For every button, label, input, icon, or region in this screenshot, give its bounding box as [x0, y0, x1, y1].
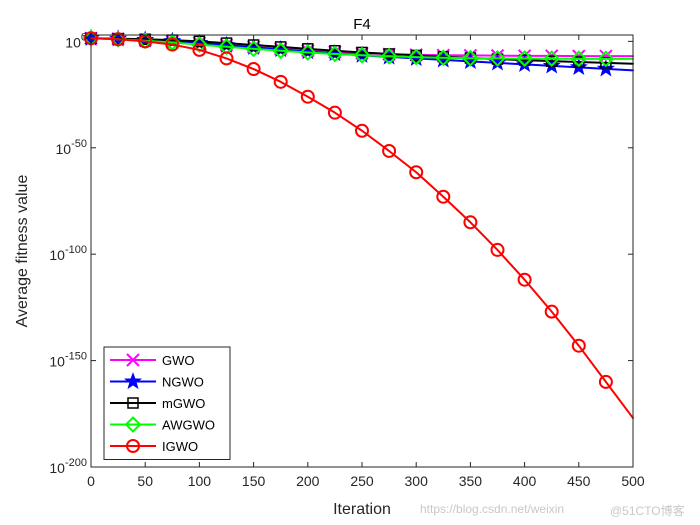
- x-tick-label: 250: [350, 473, 374, 489]
- data-point-awgwo: [353, 46, 371, 64]
- data-point-awgwo: [218, 38, 235, 56]
- data-point-awgwo: [570, 50, 588, 68]
- data-point-awgwo: [190, 36, 208, 53]
- data-point-awgwo: [516, 50, 534, 68]
- x-tick-label: 400: [513, 473, 537, 489]
- x-tick-label: 0: [87, 473, 95, 489]
- data-point-mgwo: [220, 37, 233, 49]
- legend-item-mgwo: mGWO: [110, 396, 205, 411]
- y-tick-label: 10-150: [49, 351, 87, 370]
- data-point-igwo: [544, 304, 559, 319]
- data-point-awgwo: [407, 48, 425, 66]
- x-tick-label: 500: [621, 473, 645, 489]
- legend-label-mgwo: mGWO: [162, 396, 205, 411]
- data-point-igwo: [571, 338, 586, 353]
- legend-marker-gwo: [126, 353, 140, 367]
- data-point-igwo: [436, 189, 451, 204]
- data-point-awgwo: [299, 44, 317, 61]
- watermark-blog-url: https://blog.csdn.net/weixin: [420, 502, 565, 516]
- data-point-igwo: [300, 89, 315, 104]
- x-axis-label: Iteration: [333, 501, 391, 518]
- data-point-awgwo: [489, 49, 506, 67]
- data-point-gwo: [572, 49, 586, 63]
- legend-marker-mgwo: [127, 397, 139, 409]
- legend-label-igwo: IGWO: [162, 439, 198, 454]
- legend-item-gwo: GWO: [110, 353, 195, 368]
- data-point-awgwo: [597, 50, 615, 68]
- data-point-igwo: [382, 143, 397, 158]
- chart-title: F4: [353, 16, 371, 33]
- data-point-awgwo: [434, 49, 452, 67]
- data-point-igwo: [463, 215, 478, 230]
- plot-frame: [90, 34, 634, 468]
- series-line-awgwo: [90, 37, 634, 60]
- x-tick-label: 200: [296, 473, 320, 489]
- watermark-site: @51CTO博客: [610, 504, 685, 518]
- x-tick-label: 300: [405, 473, 429, 489]
- legend-label-awgwo: AWGWO: [162, 418, 215, 433]
- data-point-igwo: [192, 42, 207, 57]
- data-point-igwo: [246, 62, 261, 77]
- y-tick-label: 100: [65, 31, 87, 50]
- series-igwo: [84, 31, 634, 420]
- data-point-igwo: [327, 105, 342, 120]
- data-point-igwo: [355, 123, 369, 138]
- y-tick-label: 10-100: [49, 244, 87, 263]
- x-tick-label: 450: [567, 473, 591, 489]
- tick-labels: 0 50 100 150 200 250 300 350 400 450 500 100 10-50 10…: [49, 31, 645, 489]
- data-point-igwo: [490, 242, 505, 257]
- data-point-awgwo: [272, 42, 290, 60]
- series-layer: [81, 28, 634, 420]
- data-point-igwo: [598, 374, 613, 389]
- x-tick-label: 50: [137, 473, 153, 489]
- data-point-gwo: [599, 49, 613, 63]
- legend-item-ngwo: NGWO: [110, 372, 204, 390]
- legend-marker-ngwo: [123, 372, 143, 390]
- legend-item-igwo: IGWO: [110, 439, 198, 454]
- x-tick-label: 350: [459, 473, 483, 489]
- data-point-igwo: [165, 37, 180, 52]
- data-point-awgwo: [380, 47, 398, 65]
- data-point-igwo: [111, 32, 126, 47]
- y-tick-label: 10-50: [56, 138, 87, 157]
- data-point-igwo: [409, 165, 424, 180]
- data-point-mgwo: [274, 41, 287, 53]
- legend-marker-awgwo: [124, 416, 142, 433]
- x-tick-label: 150: [242, 473, 266, 489]
- legend: GWO NGWO mGWO AWGWO IGWO: [103, 346, 231, 460]
- legend-item-awgwo: AWGWO: [110, 416, 215, 433]
- x-tick-label: 100: [188, 473, 212, 489]
- legend-marker-igwo: [126, 439, 140, 453]
- data-point-igwo: [219, 51, 234, 66]
- data-point-awgwo: [461, 49, 479, 67]
- legend-label-gwo: GWO: [162, 353, 195, 368]
- y-axis-label: Average fitness value: [14, 175, 31, 328]
- data-point-igwo: [273, 74, 288, 89]
- data-point-awgwo: [326, 45, 344, 63]
- y-tick-label: 10-200: [49, 457, 87, 476]
- data-point-awgwo: [543, 50, 561, 68]
- legend-label-ngwo: NGWO: [162, 375, 204, 390]
- series-line-igwo: [90, 37, 634, 420]
- data-point-mgwo: [247, 39, 260, 51]
- data-point-igwo: [517, 272, 532, 287]
- series-line-mgwo: [90, 37, 634, 65]
- data-point-awgwo: [245, 40, 263, 58]
- data-point-mgwo: [302, 43, 314, 55]
